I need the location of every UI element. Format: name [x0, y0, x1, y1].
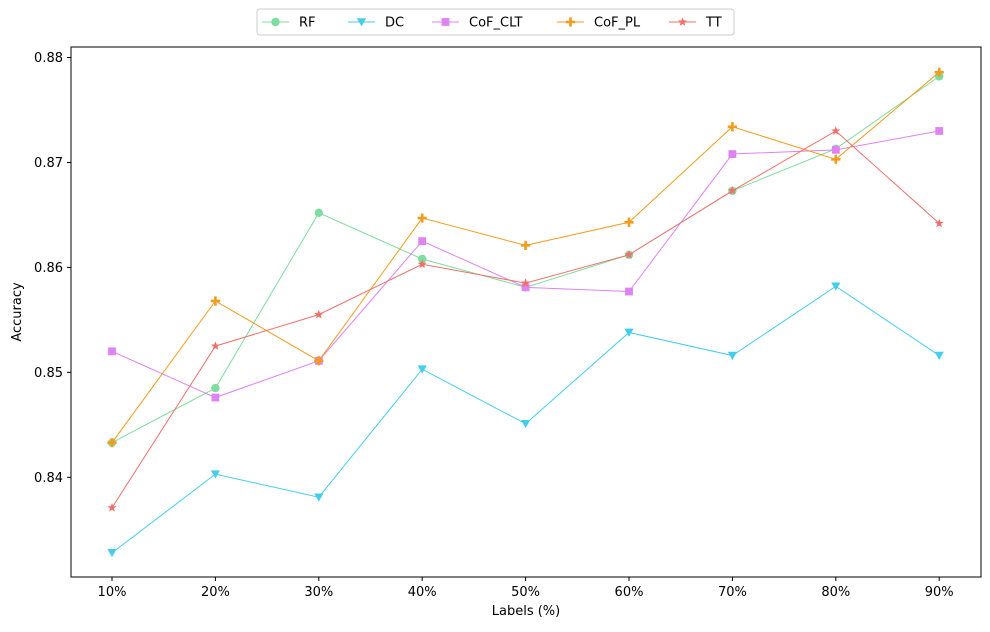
- x-tick-label: 90%: [925, 585, 954, 600]
- data-point-cof-clt: [211, 393, 220, 402]
- data-point-cof-pl: [624, 217, 634, 227]
- legend-marker-tt: [677, 17, 688, 26]
- legend-marker-dc: [356, 18, 367, 27]
- data-point-tt: [624, 250, 634, 259]
- data-point-rf: [211, 383, 220, 393]
- y-tick-label: 0.84: [34, 471, 63, 486]
- data-point-cof-clt: [935, 127, 944, 135]
- legend-marker-rf: [271, 17, 280, 27]
- data-point-cof-pl: [210, 296, 220, 306]
- legend-label: RF: [299, 16, 316, 31]
- data-point-dc: [727, 351, 737, 360]
- series-tt: [107, 126, 944, 512]
- x-tick-label: 30%: [304, 585, 333, 600]
- x-axis-label: Labels (%): [492, 604, 560, 619]
- series-dc: [107, 282, 944, 558]
- legend-marker-cof-clt: [441, 18, 450, 26]
- data-point-dc: [107, 549, 117, 558]
- data-point-dc: [521, 419, 531, 429]
- data-point-tt: [831, 126, 841, 135]
- data-point-cof-clt: [108, 347, 116, 356]
- x-tick-label: 40%: [408, 585, 437, 600]
- legend-label: CoF_CLT: [469, 16, 523, 31]
- data-point-dc: [210, 470, 220, 479]
- data-point-cof-clt: [831, 145, 840, 154]
- y-tick-label: 0.87: [34, 156, 63, 171]
- legend-label: TT: [705, 16, 722, 31]
- data-point-cof-clt: [625, 287, 633, 296]
- data-point-cof-clt: [418, 237, 427, 246]
- data-point-tt: [934, 218, 944, 228]
- data-point-cof-pl: [727, 122, 737, 132]
- legend-item-cof-pl: CoF_PL: [557, 16, 641, 31]
- data-point-cof-pl: [934, 67, 944, 77]
- data-point-cof-pl: [107, 438, 117, 448]
- y-tick-label: 0.85: [34, 366, 63, 381]
- legend-item-cof-clt: CoF_CLT: [432, 16, 523, 31]
- data-point-cof-pl: [521, 240, 531, 250]
- legend-box: [256, 8, 735, 36]
- data-point-rf: [418, 254, 427, 264]
- legend-label: CoF_PL: [594, 16, 641, 31]
- y-axis-label: Accuracy: [10, 282, 25, 342]
- legend-item-dc: DC: [348, 16, 404, 31]
- data-point-cof-pl: [314, 356, 324, 366]
- legend-label: DC: [385, 16, 404, 31]
- x-tick-label: 10%: [98, 585, 127, 600]
- data-point-dc: [624, 328, 634, 337]
- data-point-cof-pl: [831, 154, 841, 164]
- x-tick-label: 50%: [511, 585, 540, 600]
- legend-marker-cof-pl: [565, 17, 576, 27]
- legend-item-tt: TT: [669, 16, 722, 31]
- data-point-tt: [314, 309, 324, 319]
- data-point-tt: [727, 185, 737, 195]
- x-tick-label: 70%: [718, 585, 747, 600]
- data-point-cof-pl: [417, 213, 427, 223]
- legend-item-rf: RF: [262, 16, 316, 31]
- data-point-tt: [521, 278, 531, 288]
- data-point-dc: [417, 365, 427, 374]
- data-point-dc: [314, 493, 324, 502]
- y-tick-label: 0.86: [34, 261, 63, 276]
- data-point-dc: [831, 282, 841, 291]
- data-point-tt: [210, 341, 220, 350]
- data-point-tt: [107, 502, 117, 512]
- data-point-cof-clt: [728, 150, 737, 158]
- plot-area: [70, 46, 982, 578]
- data-point-cof-clt: [521, 283, 530, 292]
- x-tick-label: 60%: [615, 585, 644, 600]
- x-tick-label: 80%: [821, 585, 850, 600]
- y-tick-label: 0.88: [34, 51, 63, 66]
- data-point-rf: [314, 208, 323, 218]
- x-tick-label: 20%: [201, 585, 230, 600]
- data-point-dc: [934, 351, 944, 360]
- series-cof-pl: [107, 67, 944, 448]
- data-point-tt: [417, 259, 427, 269]
